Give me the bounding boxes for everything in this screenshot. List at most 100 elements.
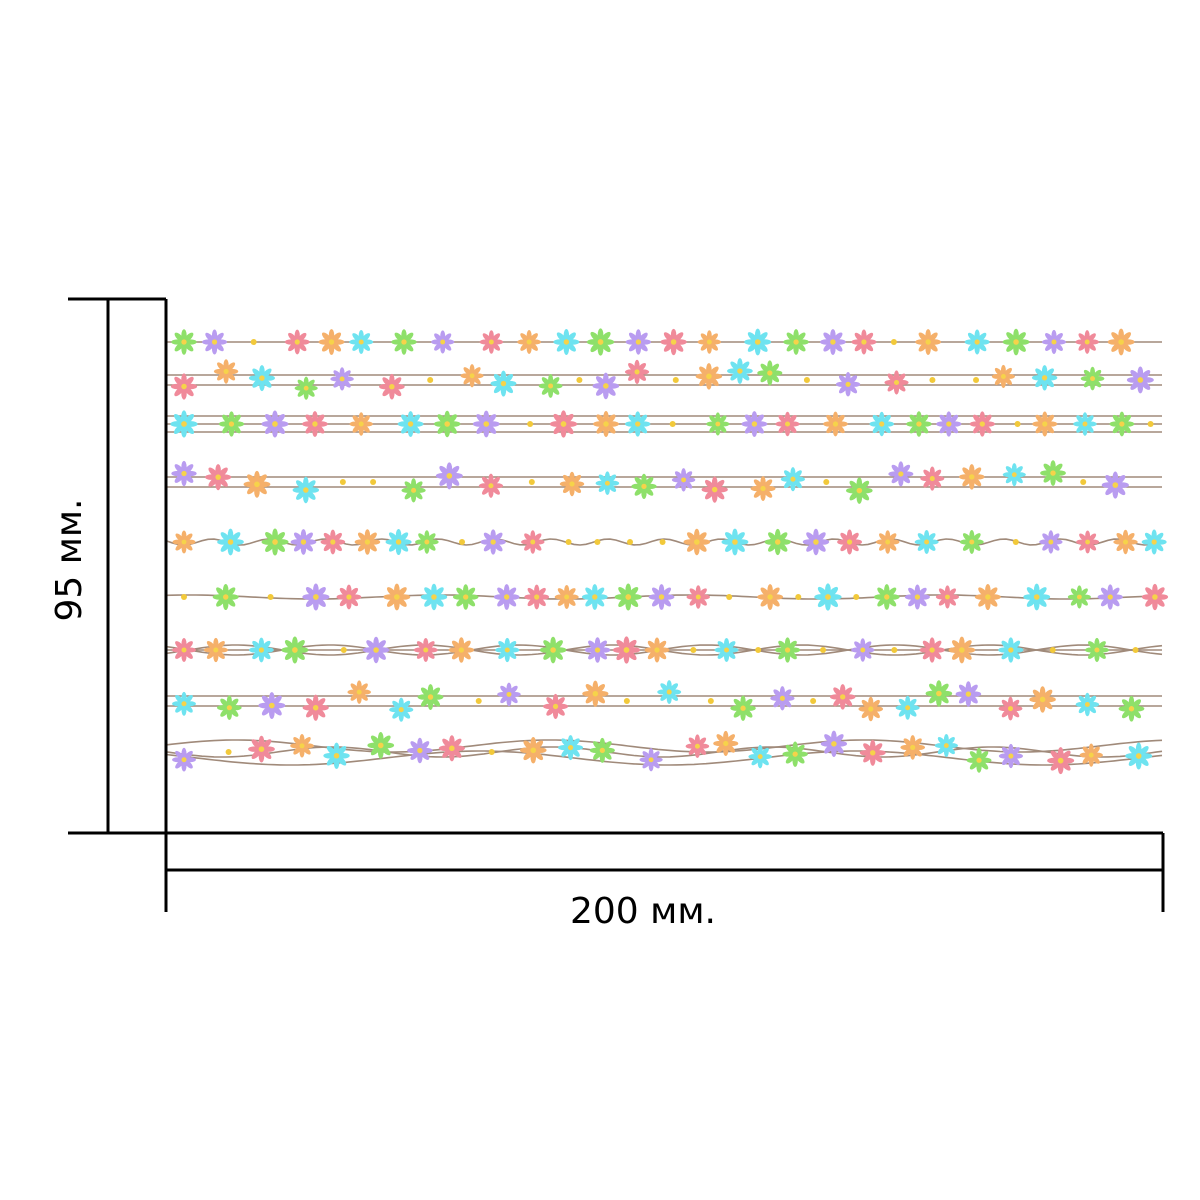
daisy-flower [819,329,846,355]
daisy-flower [685,734,710,759]
bead-dot [1049,647,1056,653]
daisy-flower [969,411,995,437]
bead-dot [475,698,482,704]
daisy-flower [959,530,984,554]
daisy-flower [284,329,310,355]
bead-dot [659,539,666,545]
daisy-flower [415,530,439,554]
daisy-flower [292,476,320,504]
daisy-flower [936,411,962,437]
daisy-flower [671,468,696,492]
daisy-flower [644,637,670,663]
daisy-flower [543,693,569,719]
daisy-flower [593,411,619,437]
bead-dot [528,479,535,485]
daisy-flower [582,680,609,707]
daisy-flower [554,584,579,610]
daisy-flower [1141,529,1167,555]
bead-dot [820,647,827,653]
daisy-flower [820,730,848,757]
bead-dot [890,339,897,345]
daisy-flower [686,585,710,609]
width-dimension [164,831,1165,912]
daisy-flower [875,530,900,554]
daisy-flower [202,329,228,355]
daisy-flower [385,528,412,556]
bead-dot [1080,479,1087,485]
daisy-flower [347,680,371,704]
daisy-flower [639,748,663,772]
daisy-flower [281,636,309,664]
daisy-flower [517,330,542,354]
bead-dot [340,647,347,653]
daisy-flower [584,637,611,663]
daisy-flower [750,476,776,502]
bead-dot [973,377,980,383]
daisy-flower [460,364,484,388]
daisy-flower [991,364,1016,389]
daisy-flower [379,373,405,400]
daisy-flower [212,583,239,611]
daisy-flower [171,637,197,663]
daisy-flower [721,528,749,556]
daisy-flower [964,329,990,355]
bead-dot [339,479,346,485]
bead-dot [459,539,466,545]
daisy-pattern-panel [165,328,1169,775]
width-label: 200 мм. [570,891,716,932]
daisy-flower [775,411,800,437]
daisy-flower [780,467,806,492]
daisy-flower [1023,583,1051,611]
daisy-flower [1039,530,1063,554]
daisy-flower [248,365,275,392]
daisy-flower [1079,743,1103,767]
daisy-flower [581,584,608,610]
daisy-flower [1113,529,1138,555]
bead-dot [853,594,860,600]
daisy-flower [524,584,550,610]
daisy-flower [205,464,232,491]
daisy-flower [914,529,939,555]
daisy-flower [478,473,504,498]
daisy-flower [829,684,856,710]
daisy-flower [955,681,982,707]
daisy-flower [741,411,768,437]
daisy-flower [401,478,426,503]
bead-dot [225,749,232,755]
daisy-flower [1002,328,1030,356]
daisy-flower [493,584,520,610]
daisy-flower [438,735,465,762]
daisy-flower [1107,328,1135,356]
daisy-flower [1040,460,1066,486]
daisy-flower [888,461,914,487]
daisy-flower [558,735,584,761]
daisy-flower [915,329,942,355]
bead-dot [891,647,898,653]
daisy-flower [294,376,318,400]
daisy-flower [290,529,317,555]
daisy-flower [479,330,504,354]
daisy-flower [858,696,884,722]
daisy-flower [330,367,354,391]
daisy-flower [835,372,861,397]
daisy-flower [706,412,730,436]
daisy-flower [1073,412,1097,436]
daisy-flower [884,370,909,395]
daisy-flower [1080,366,1105,391]
daisy-flower [1125,742,1153,770]
bead-dot [672,377,679,383]
daisy-flower [660,328,687,356]
daisy-flower [480,529,506,555]
bead-dot [803,377,810,383]
daisy-flower [248,735,275,763]
daisy-flower [919,637,945,663]
daisy-flower [171,329,197,355]
daisy-flower [1075,330,1100,354]
daisy-flower [1041,329,1067,355]
daisy-flower [783,329,809,355]
daisy-flower [1076,530,1100,554]
daisy-flower [631,473,657,500]
daisy-flower [490,370,517,397]
daisy-flower [683,528,711,556]
daisy-flower [614,583,642,611]
